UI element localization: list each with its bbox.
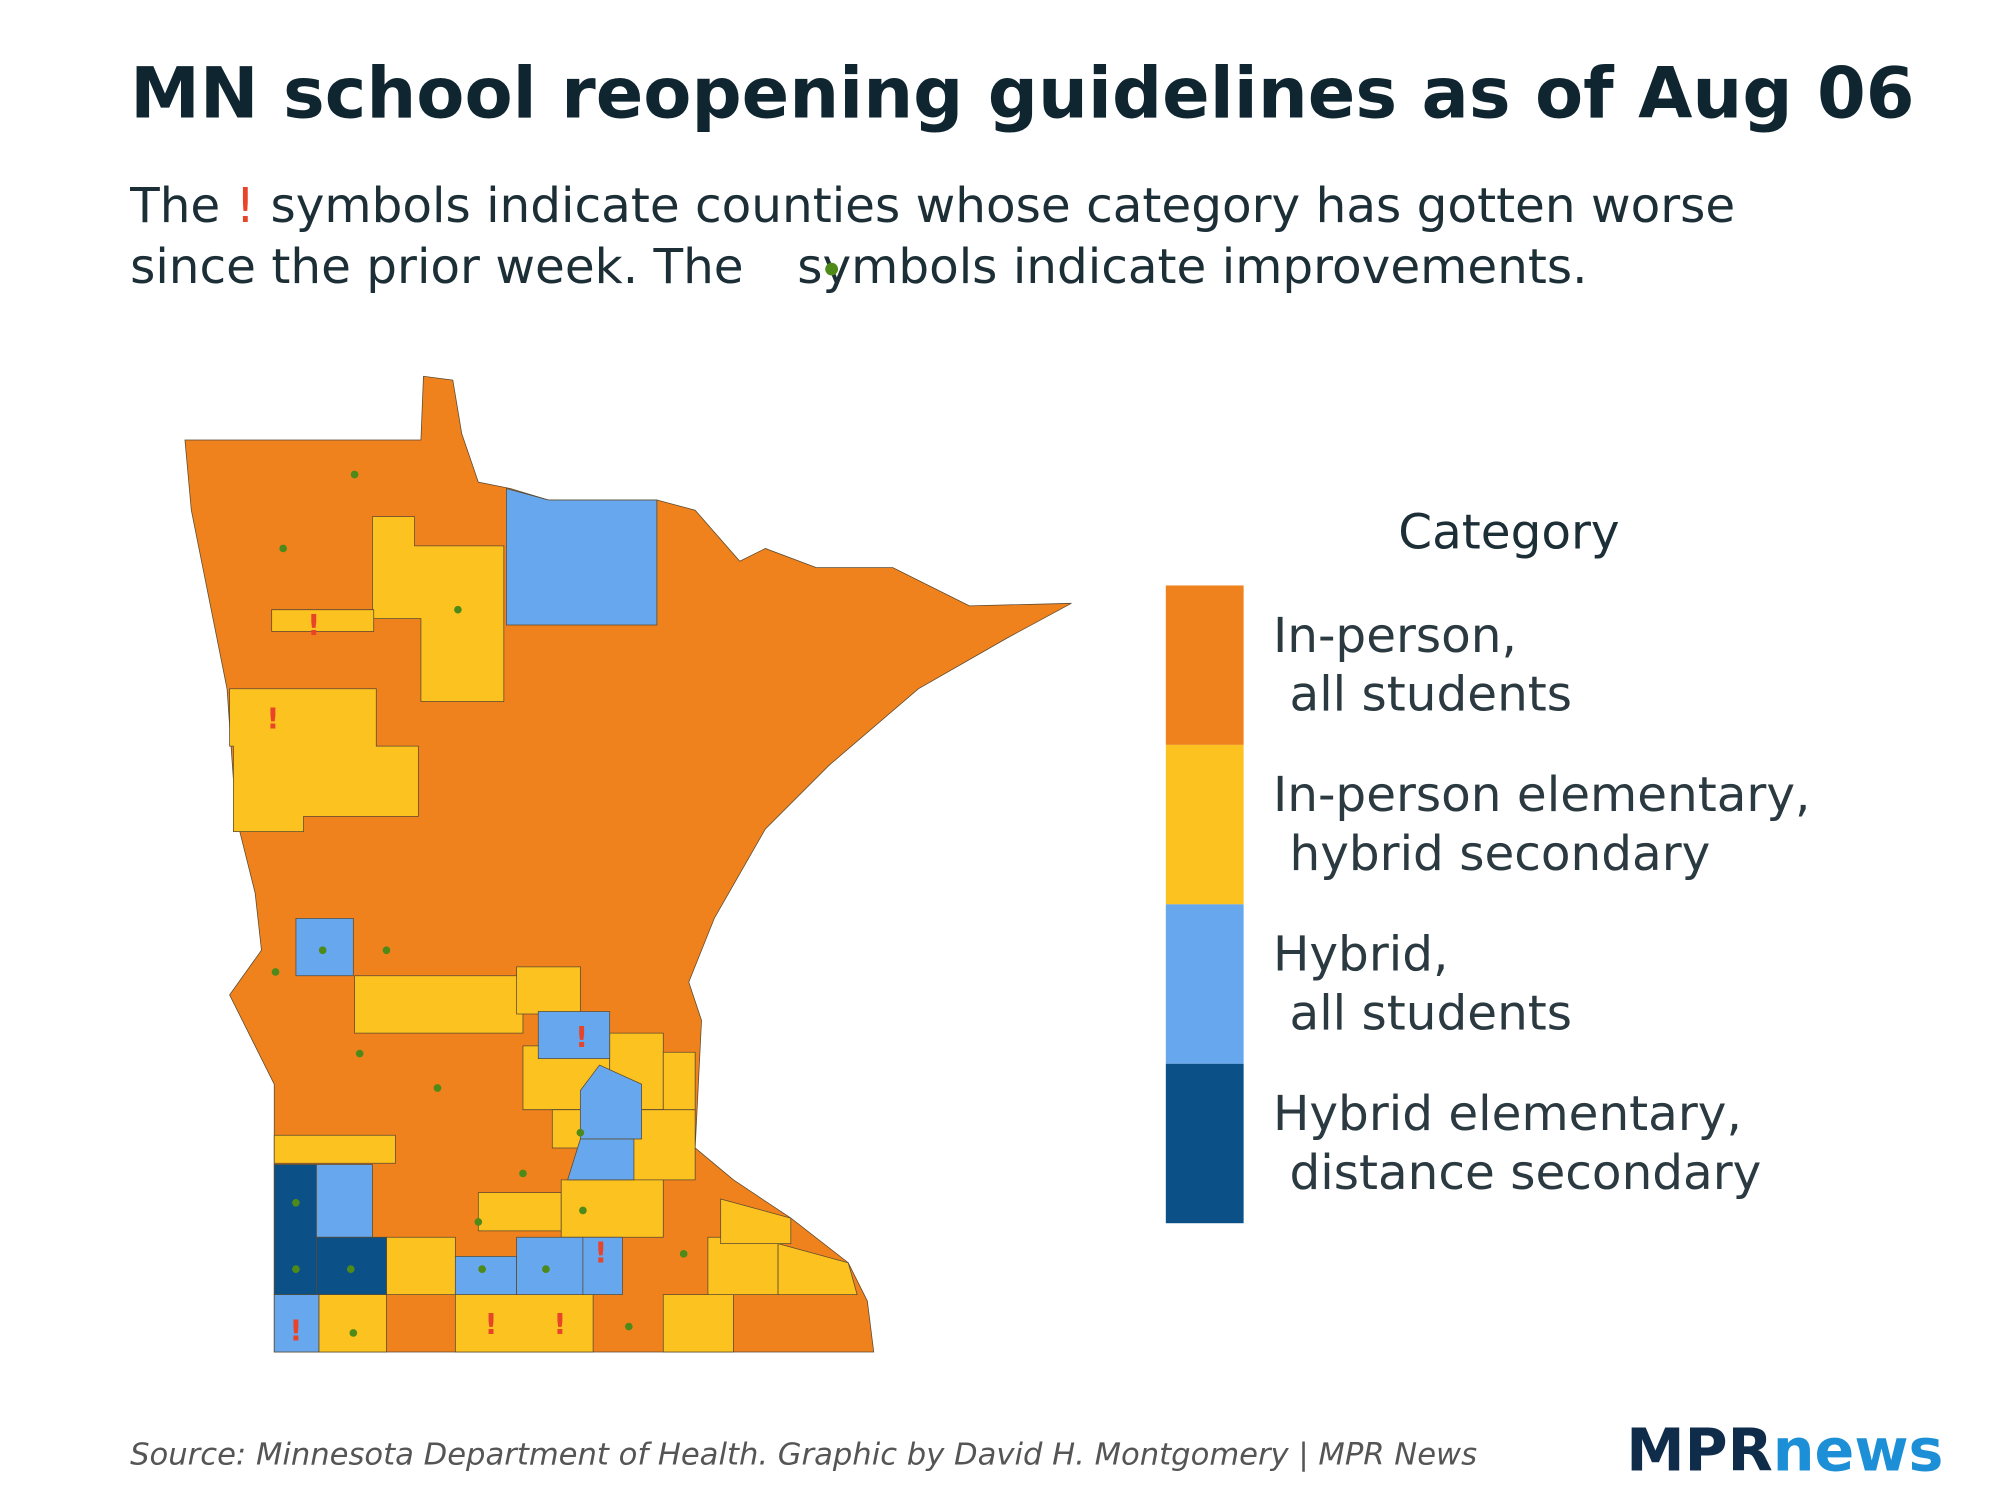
title: MN school reopening guidelines as of Aug…	[130, 52, 1914, 134]
legend-swatch	[1165, 1063, 1244, 1224]
county	[720, 1198, 792, 1245]
improved-symbol	[825, 262, 839, 276]
legend-label: In-person elementary,	[1273, 767, 1810, 823]
legend-swatch	[1165, 744, 1244, 905]
improved-marker	[318, 946, 327, 955]
improved-marker	[346, 1265, 355, 1273]
county	[318, 1294, 387, 1353]
subtitle-text: since the prior week. The	[130, 239, 744, 295]
improved-marker	[350, 470, 359, 479]
improved-marker	[382, 946, 391, 955]
county	[516, 966, 581, 1015]
map: !!!!!!!	[184, 375, 1072, 1353]
logo-part: news	[1773, 1417, 1944, 1485]
county	[582, 1236, 623, 1296]
worse-marker: !	[554, 1308, 567, 1341]
improved-marker	[679, 1250, 688, 1258]
improved-marker	[279, 544, 287, 553]
improved-marker	[579, 1206, 587, 1215]
subtitle-line: since the prior week. The symbols indicat…	[130, 239, 1587, 295]
legend-label: Hybrid,	[1273, 927, 1448, 983]
worse-marker: !	[594, 1237, 607, 1270]
county	[516, 1236, 584, 1296]
legend-label: Hybrid elementary,	[1273, 1086, 1742, 1142]
improved-marker	[292, 1265, 300, 1273]
county	[505, 488, 658, 626]
legend-label: hybrid secondary	[1290, 826, 1711, 882]
legend-swatch	[1165, 585, 1244, 745]
worse-marker: !	[267, 702, 280, 735]
source: Source: Minnesota Department of Health. …	[130, 1437, 1477, 1472]
improved-marker	[576, 1128, 585, 1137]
logo: MPRnews	[1626, 1417, 1943, 1485]
legend-label: distance secondary	[1290, 1145, 1762, 1201]
legend-swatch	[1165, 904, 1244, 1064]
improved-marker	[474, 1218, 483, 1226]
improved-marker	[519, 1169, 527, 1178]
county	[315, 1164, 373, 1238]
legend-label: In-person,	[1273, 608, 1517, 664]
subtitle-text: symbols indicate counties whose category…	[270, 178, 1735, 234]
county	[560, 1179, 664, 1238]
legend-label: all students	[1290, 985, 1573, 1041]
improved-marker	[454, 605, 462, 614]
county	[537, 1011, 611, 1060]
improved-marker	[433, 1084, 442, 1092]
county	[354, 975, 524, 1034]
improved-marker	[478, 1265, 486, 1273]
county	[662, 1294, 734, 1353]
subtitle-text: symbols indicate improvements.	[797, 239, 1587, 295]
county	[229, 688, 419, 833]
county	[777, 1243, 858, 1296]
county	[707, 1236, 779, 1296]
county	[454, 1255, 517, 1296]
legend-label: all students	[1290, 666, 1573, 722]
subtitle-line: The ! symbols indicate counties whose ca…	[129, 178, 1735, 234]
county	[271, 609, 375, 632]
county	[386, 1236, 456, 1296]
improved-marker	[542, 1265, 550, 1273]
improved-marker	[625, 1322, 633, 1331]
worse-marker: !	[575, 1021, 588, 1054]
county	[454, 1294, 594, 1353]
subtitle-text: The	[129, 178, 220, 234]
state-outline	[184, 375, 1072, 1353]
county	[273, 1134, 396, 1164]
county	[567, 1138, 635, 1181]
worse-marker: !	[307, 609, 320, 642]
improved-marker	[355, 1049, 364, 1058]
improved-marker	[271, 968, 280, 976]
worse-marker: !	[485, 1308, 498, 1341]
county	[372, 516, 505, 702]
worse-marker: !	[290, 1315, 303, 1348]
logo-part: MPR	[1626, 1417, 1773, 1485]
legend-title: Category	[1398, 504, 1619, 560]
improved-marker	[349, 1329, 358, 1337]
worse-symbol: !	[236, 178, 255, 234]
county	[273, 1164, 317, 1296]
improved-marker	[292, 1198, 300, 1207]
county	[477, 1192, 562, 1232]
